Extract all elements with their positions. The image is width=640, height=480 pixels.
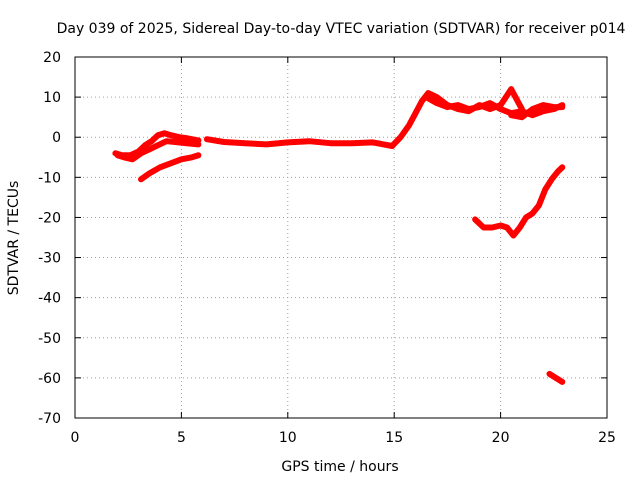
- y-tick-label: -60: [38, 371, 61, 387]
- y-tick-label: 0: [52, 130, 61, 146]
- grid: [75, 57, 607, 418]
- ticks: [74, 56, 608, 419]
- y-tick-label: -70: [38, 411, 61, 427]
- x-axis-label: GPS time / hours: [281, 459, 398, 475]
- series-layer: [112, 86, 566, 385]
- y-tick-label: -30: [38, 251, 61, 267]
- chart-title: Day 039 of 2025, Sidereal Day-to-day VTE…: [57, 21, 626, 37]
- y-tick-label: -10: [38, 170, 61, 186]
- series-line: [472, 164, 566, 239]
- y-tick-label: -50: [38, 331, 61, 347]
- series-line: [138, 152, 202, 183]
- series-line: [112, 130, 202, 159]
- tick-labels: 0 5 10 15 20 25 -70 -60 -50 -40 -30 -20 -10 0 10 20: [38, 50, 616, 446]
- x-tick-label: 10: [279, 430, 297, 446]
- series-line: [546, 370, 566, 385]
- y-tick-label: 10: [43, 90, 61, 106]
- series-line: [114, 138, 202, 163]
- y-tick-label: 20: [43, 50, 61, 66]
- x-tick-label: 15: [385, 430, 403, 446]
- plot-frame: [74, 56, 608, 419]
- y-tick-label: -40: [38, 291, 61, 307]
- x-tick-label: 0: [71, 430, 80, 446]
- series-line: [203, 136, 396, 149]
- series-line: [423, 94, 566, 119]
- y-axis-label: SDTVAR / TECUs: [6, 181, 22, 296]
- y-tick-label: -20: [38, 210, 61, 226]
- x-tick-label: 5: [177, 430, 186, 446]
- series-line: [508, 102, 566, 121]
- x-tick-label: 20: [492, 430, 510, 446]
- x-tick-label: 25: [598, 430, 616, 446]
